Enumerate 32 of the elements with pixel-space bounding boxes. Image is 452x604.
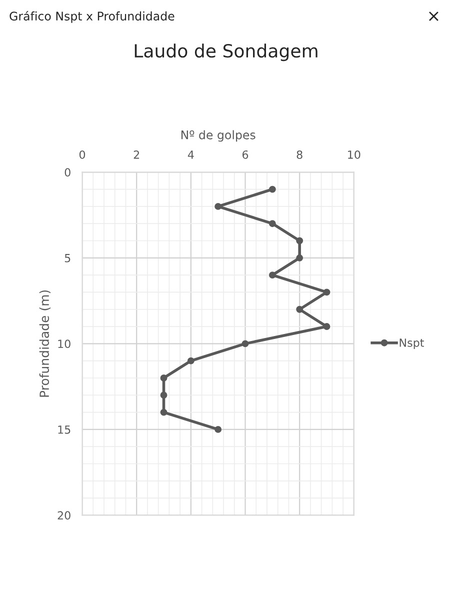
point xyxy=(268,220,276,228)
x-tick-label: 6 xyxy=(242,150,248,159)
point xyxy=(160,392,168,399)
x-tick-label: 2 xyxy=(134,150,140,159)
point xyxy=(323,288,330,296)
point xyxy=(268,186,276,193)
point xyxy=(268,272,276,279)
point xyxy=(296,237,304,244)
point xyxy=(242,340,249,348)
x-tick-label: 0 xyxy=(79,150,86,159)
point xyxy=(187,357,194,364)
x-tick-label: 8 xyxy=(296,150,302,159)
y-axis-title: Profundidade (m) xyxy=(39,290,51,397)
text: × xyxy=(429,12,438,21)
x-tick-label: 10 xyxy=(348,150,360,159)
y-tick-label: 5 xyxy=(64,254,70,262)
point xyxy=(296,306,304,313)
point xyxy=(214,202,222,210)
point xyxy=(160,374,168,382)
chart-title: Laudo de Sondagem xyxy=(134,44,318,62)
point xyxy=(323,323,330,330)
y-tick-label: 15 xyxy=(58,426,70,434)
x-tick-label: 4 xyxy=(188,150,194,159)
y-tick-label: 0 xyxy=(64,168,70,177)
x-axis-title: Nº de golpes xyxy=(181,130,256,142)
point xyxy=(160,408,168,416)
point xyxy=(296,254,304,262)
text: Gráfico Nspt x Profundidade xyxy=(10,10,174,23)
point xyxy=(214,426,222,433)
legend-label: Nspt xyxy=(400,338,424,350)
y-tick-label: 10 xyxy=(58,340,70,348)
y-tick-label: 20 xyxy=(58,511,70,520)
